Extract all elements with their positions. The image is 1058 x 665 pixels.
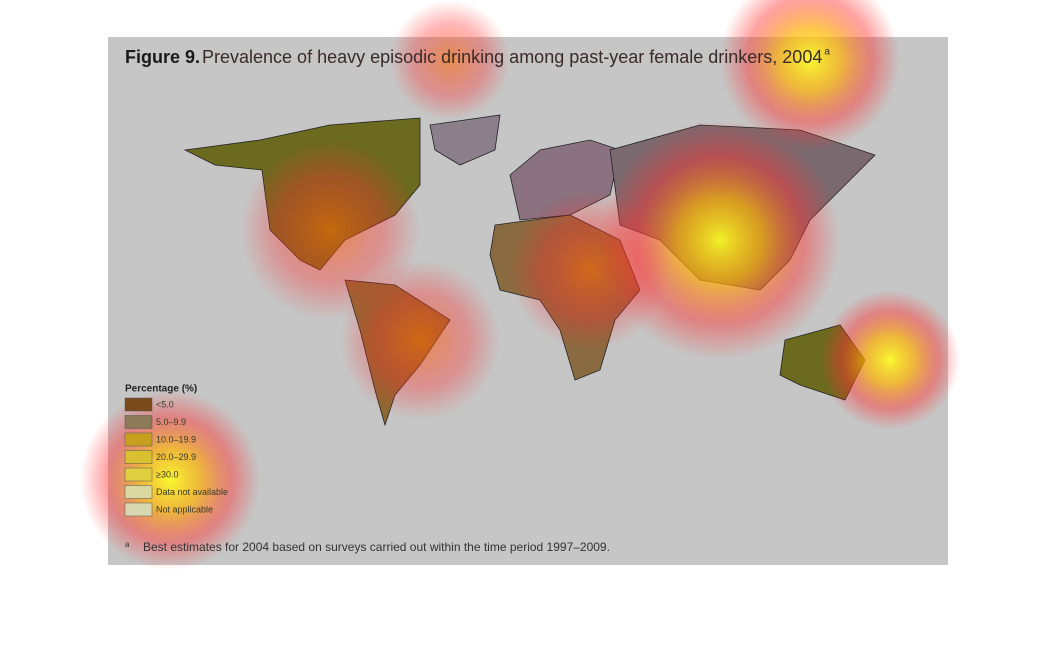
footnote-text: Best estimates for 2004 based on surveys… [143, 540, 610, 554]
legend-label: 5.0–9.9 [156, 417, 186, 427]
legend-label: 10.0–19.9 [156, 434, 196, 444]
legend-label: ≥30.0 [156, 469, 178, 479]
legend-swatch [124, 467, 153, 482]
legend-label: <5.0 [156, 399, 174, 409]
greenland [429, 114, 501, 166]
legend-title: Percentage (%) [125, 384, 197, 395]
legend-swatch [124, 485, 153, 499]
legend-swatch [124, 397, 153, 412]
figure-title: Prevalence of heavy episodic drinking am… [202, 47, 822, 67]
legend-swatch [124, 432, 153, 447]
legend-label: Data not available [156, 487, 228, 497]
figure-label: Figure 9. [125, 47, 200, 67]
legend-swatch [124, 502, 153, 517]
legend-label: Not applicable [156, 504, 213, 514]
title-note: a [824, 47, 830, 58]
legend-label: 20.0–29.9 [156, 452, 196, 462]
footnote-mark: a [125, 540, 130, 549]
legend-swatch [124, 415, 153, 429]
legend: <5.0 5.0–9.9 10.0–19.9 20.0–29.9 ≥30.0 Data n… [124, 397, 228, 517]
legend-swatch [124, 450, 153, 464]
